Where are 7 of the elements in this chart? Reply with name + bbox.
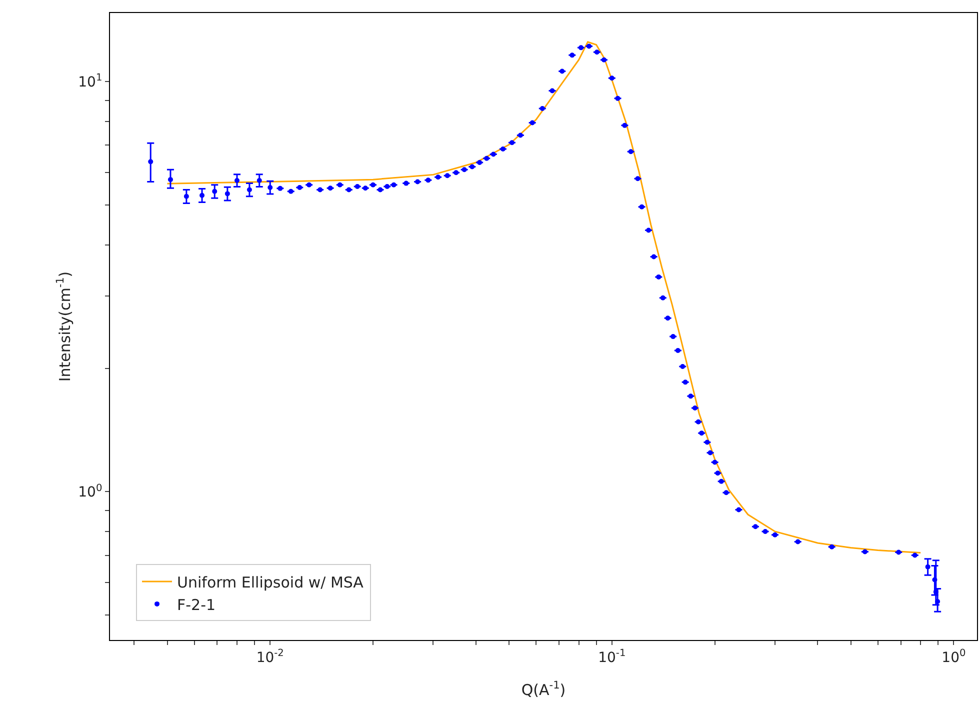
x-tick-label: 10$^{-1}$	[598, 648, 626, 666]
x-axis-title: Q(A$^{-1}$)	[521, 680, 566, 699]
x-tick-label: 10$^{-2}$	[256, 648, 284, 666]
y-tick-label: 10$^{1}$	[78, 72, 102, 91]
legend-label: Uniform Ellipsoid w/ MSA	[177, 573, 364, 592]
x-tick-label: 10$^{0}$	[942, 648, 966, 666]
legend-label: F-2-1	[177, 596, 216, 614]
